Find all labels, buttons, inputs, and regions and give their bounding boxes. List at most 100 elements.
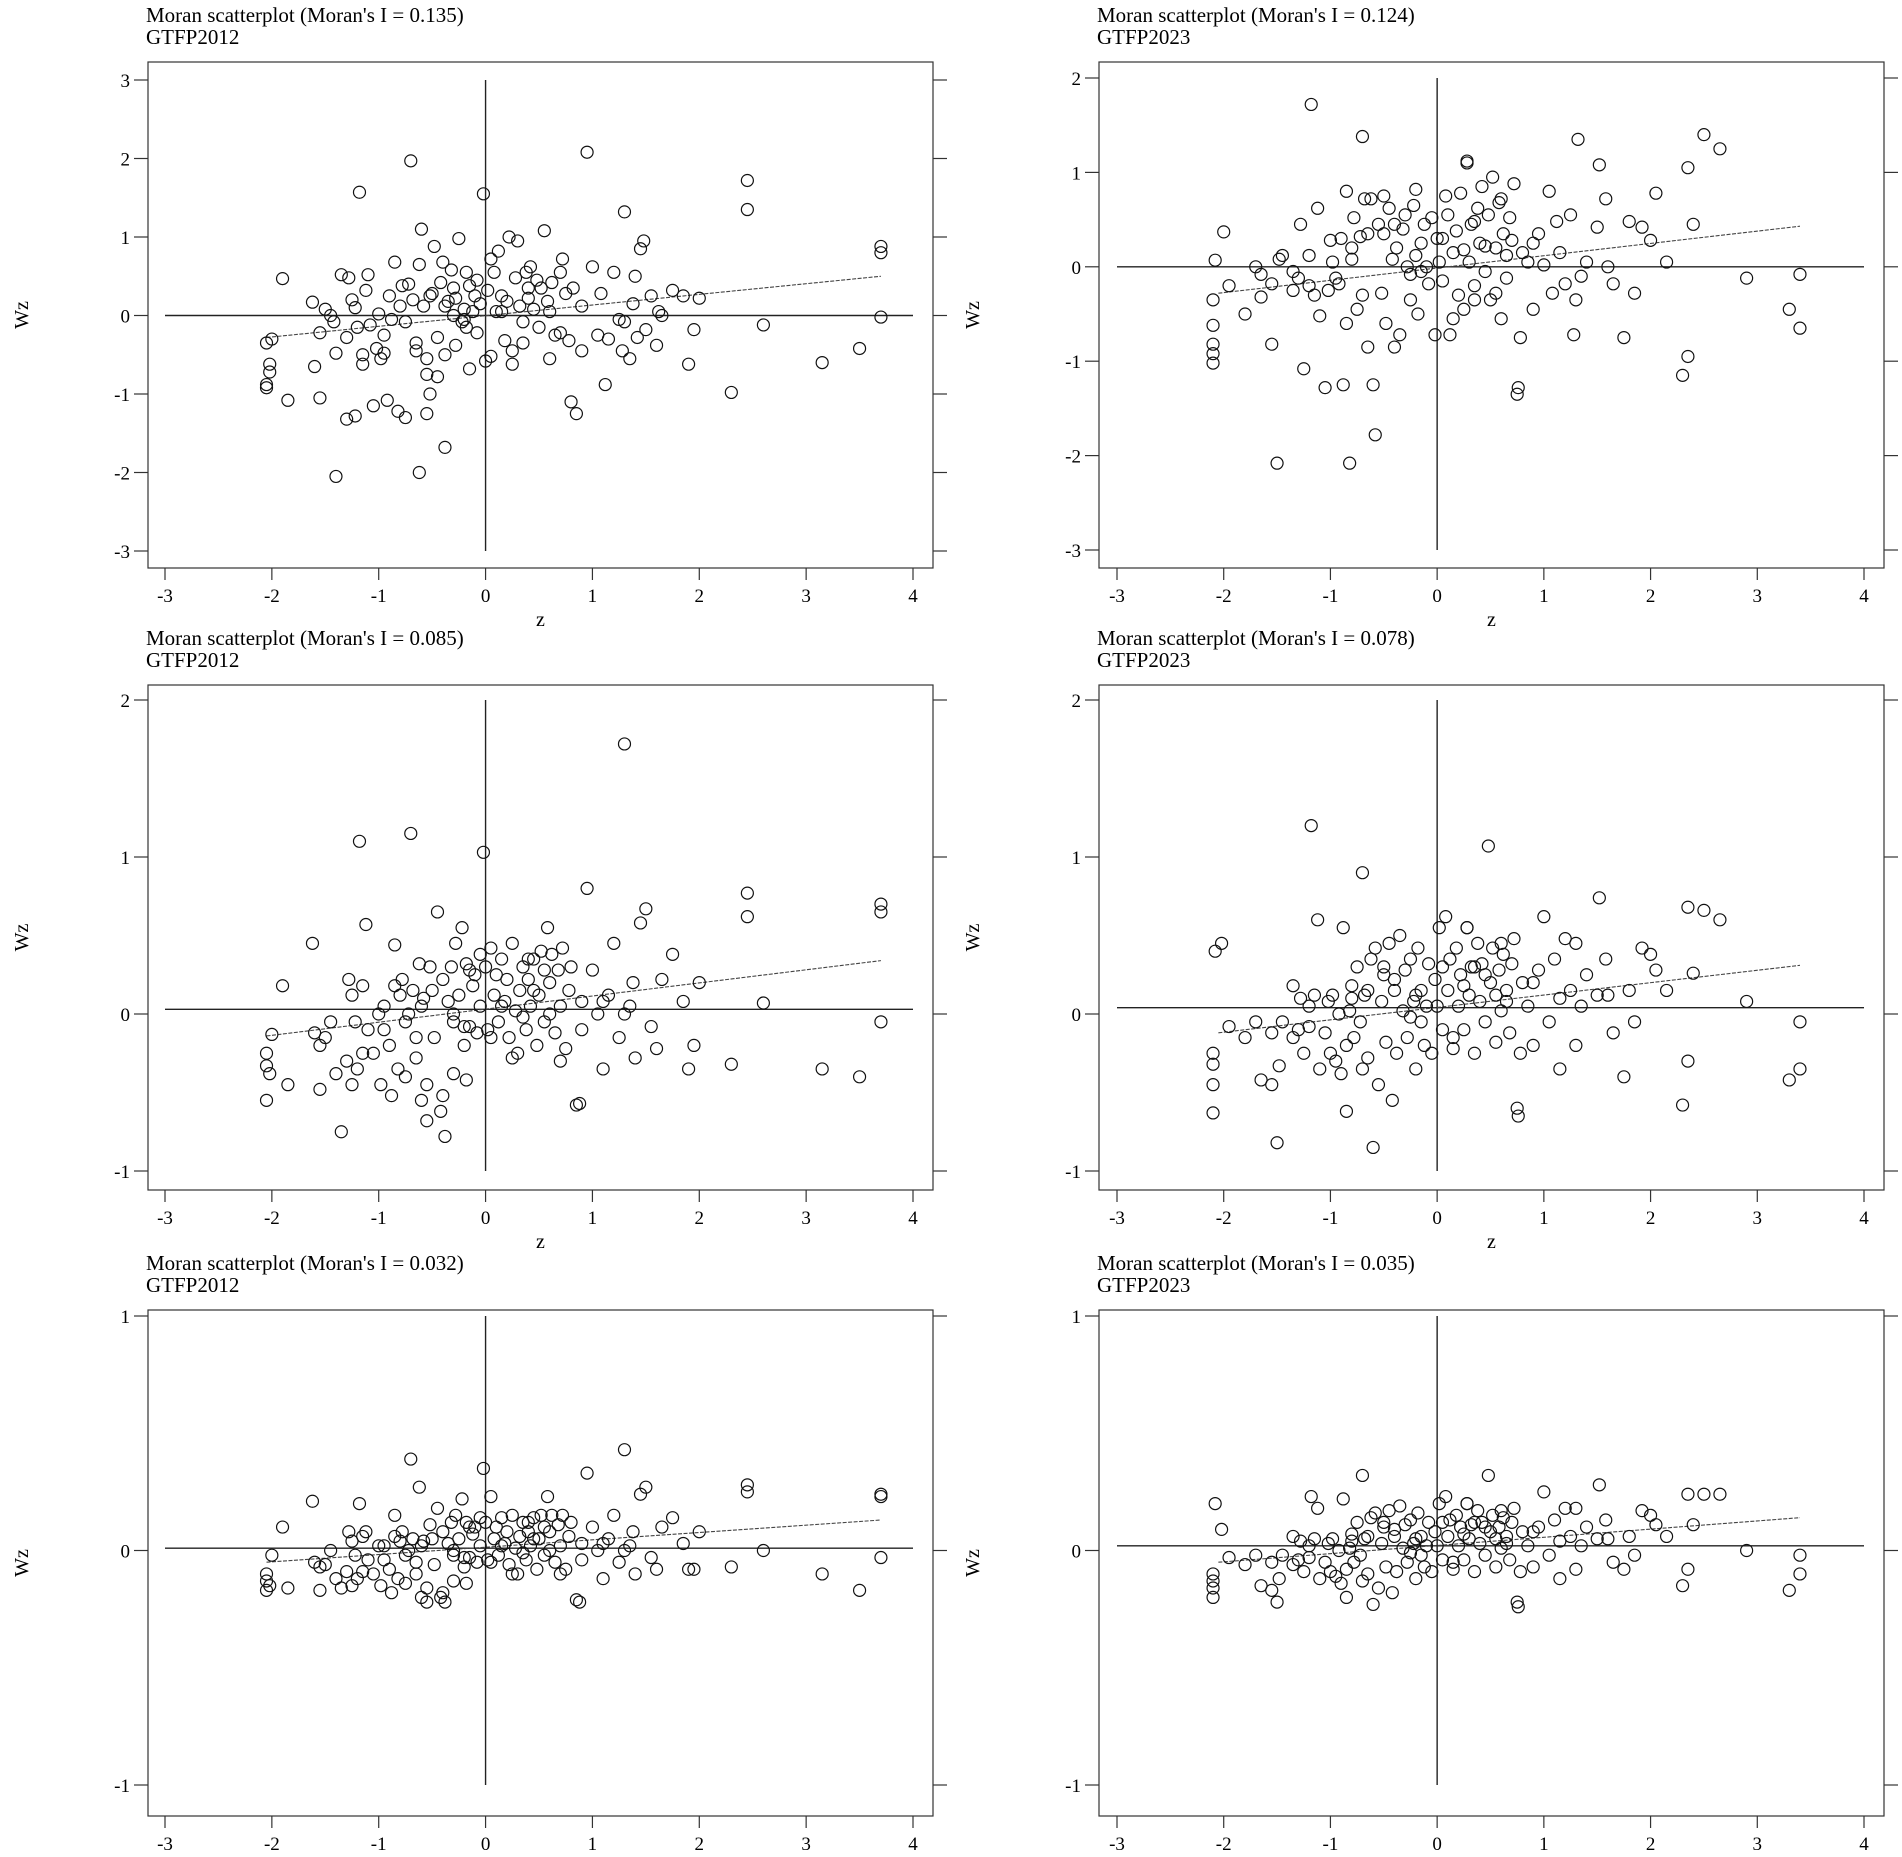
scatter-point: [1457, 1527, 1471, 1541]
scatter-point: [1574, 269, 1588, 283]
scatter-point: [1375, 994, 1389, 1009]
scatter-point: [513, 1529, 527, 1544]
scatter-point: [1355, 288, 1370, 302]
scatter-point: [1507, 177, 1521, 191]
scatter-point: [377, 1553, 391, 1567]
scatter-point: [676, 289, 690, 303]
scatter-point: [348, 409, 362, 423]
scatter-point: [874, 1015, 888, 1029]
scatter-point: [1681, 349, 1695, 364]
scatter-point: [562, 983, 576, 998]
scatter-point: [305, 1494, 320, 1508]
scatter-point: [687, 323, 701, 337]
scatter-point: [356, 979, 370, 993]
scatter-point: [1425, 211, 1439, 225]
scatter-point: [585, 1520, 600, 1534]
scatter-point: [313, 1560, 327, 1574]
scatter-point: [430, 330, 445, 345]
scatter-point: [1686, 966, 1700, 980]
scatter-point: [630, 330, 644, 345]
scatter-point: [527, 1511, 541, 1525]
scatter-point: [1635, 220, 1649, 234]
scatter-point: [1409, 1572, 1423, 1586]
moran-panel-3: Moran scatterplot (Moran's I = 0.085)GTF…: [11, 626, 947, 1253]
scatter-point: [1521, 999, 1535, 1013]
scatter-point: [1449, 224, 1463, 238]
scatter-point: [1350, 302, 1364, 316]
scatter-point: [1382, 1504, 1396, 1518]
scatter-point: [491, 244, 505, 258]
scatter-point: [540, 921, 555, 935]
scatter-point: [740, 1485, 754, 1499]
scatter-point: [1291, 271, 1306, 285]
scatter-point: [420, 367, 434, 381]
scatter-point: [555, 252, 570, 266]
x-tick-label: 3: [801, 586, 811, 607]
x-tick-label: 2: [695, 1208, 705, 1229]
scatter-point: [1293, 217, 1308, 231]
scatter-point: [626, 1525, 640, 1539]
scatter-point: [1547, 1513, 1562, 1527]
scatter-point: [1521, 1539, 1535, 1553]
scatter-point: [352, 1496, 367, 1511]
scatter-point: [1435, 274, 1450, 288]
scatter-point: [1526, 1560, 1540, 1574]
scatter-point: [1675, 368, 1690, 382]
scatter-point: [446, 1067, 461, 1081]
scatter-point: [1339, 1590, 1354, 1605]
scatter-point: [1553, 991, 1567, 1005]
scatter-point: [1400, 1555, 1414, 1569]
scatter-point: [423, 1518, 437, 1532]
scatter-point: [1675, 1098, 1690, 1112]
scatter-point: [409, 1030, 423, 1045]
scatter-point: [527, 302, 541, 316]
scatter-point: [1441, 1529, 1455, 1544]
scatter-point: [449, 1508, 463, 1522]
scatter-point: [555, 1508, 570, 1522]
scatter-point: [500, 294, 514, 308]
scatter-point: [406, 293, 420, 307]
scatter-point: [1382, 201, 1396, 215]
scatter-point: [681, 1062, 696, 1076]
scatter-point: [527, 1532, 541, 1546]
scatter-point: [436, 255, 450, 269]
scatter-point: [420, 1595, 434, 1609]
scatter-point: [1526, 1038, 1540, 1053]
scatter-point: [334, 1125, 348, 1139]
x-tick-label: -3: [1109, 1834, 1125, 1855]
scatter-point: [478, 960, 493, 974]
scatter-point: [639, 902, 653, 916]
scatter-point: [420, 407, 434, 421]
scatter-point: [523, 260, 538, 274]
scatter-point: [1385, 252, 1399, 266]
scatter-point: [1353, 1015, 1367, 1029]
scatter-point: [259, 336, 274, 350]
scatter-point: [1492, 963, 1506, 977]
scatter-point: [1481, 1468, 1495, 1483]
y-tick-label: -3: [1065, 541, 1081, 562]
scatter-point: [345, 988, 359, 1002]
scatter-point: [553, 1054, 567, 1068]
scatter-point: [1318, 1555, 1332, 1569]
scatter-point: [1302, 999, 1316, 1013]
scatter-point: [1403, 1010, 1418, 1024]
scatter-point: [473, 1539, 487, 1553]
scatter-point: [1550, 214, 1564, 229]
scatter-point: [1275, 1015, 1290, 1029]
scatter-point: [1569, 293, 1583, 307]
scatter-point: [617, 1543, 632, 1558]
scatter-point: [356, 1565, 370, 1579]
scatter-point: [444, 1515, 458, 1529]
scatter-point: [1457, 302, 1471, 316]
scatter-point: [1439, 189, 1453, 203]
scatter-point: [489, 304, 503, 319]
plot-frame: [147, 684, 934, 1191]
scatter-point: [356, 348, 370, 362]
y-axis-label: Wz: [962, 1549, 984, 1577]
scatter-point: [441, 294, 455, 308]
x-tick-label: 3: [1753, 586, 1763, 607]
scatter-point: [639, 1480, 653, 1494]
scatter-point: [324, 1543, 338, 1558]
scatter-point: [409, 336, 423, 350]
scatter-point: [740, 886, 754, 900]
